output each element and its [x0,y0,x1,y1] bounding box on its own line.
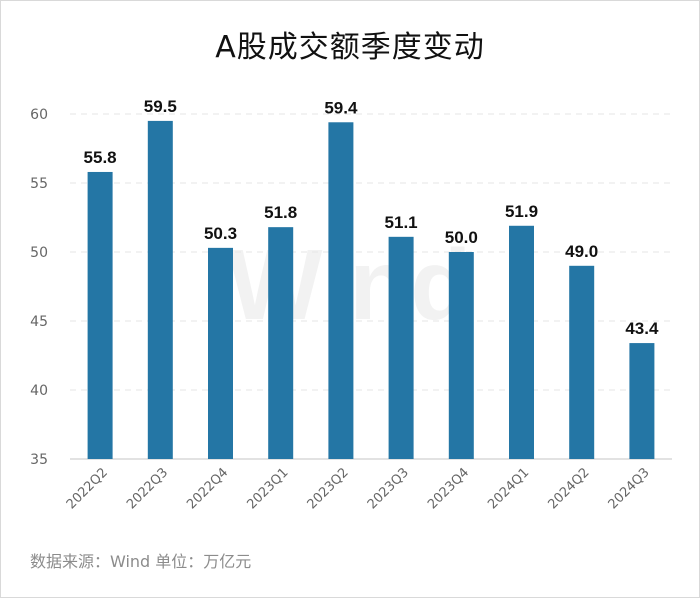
y-axis-ticks: 35 40 45 50 55 60 [30,107,48,468]
data-label-2022Q4: 50.3 [204,224,237,243]
data-label-2022Q3: 59.5 [144,97,177,116]
bar-2022Q3 [147,120,173,460]
x-tick-label: 2023Q2 [305,465,352,512]
data-label-2023Q1: 51.8 [264,203,297,222]
x-tick-label: 2022Q3 [124,465,171,512]
y-tick-label: 35 [30,452,48,468]
data-label-2023Q4: 50.0 [445,228,478,247]
bar-2022Q4 [208,247,233,459]
data-labels: 55.8 59.5 50.3 51.8 59.4 51.1 50.0 51.9 49.0 43.4 [84,97,659,338]
y-tick-label: 50 [30,245,48,261]
y-tick-label: 40 [30,383,48,399]
chart-title: A股成交额季度变动 [215,30,485,65]
x-tick-label: 2024Q1 [485,465,532,512]
x-tick-label: 2024Q3 [606,465,653,512]
y-tick-label: 55 [30,176,48,192]
bar-2023Q2 [328,122,354,459]
source-note: 数据来源：Wind 单位：万亿元 [30,552,252,571]
bar-2023Q3 [388,236,414,459]
data-label-2022Q2: 55.8 [84,148,117,167]
bar-2024Q2 [569,265,595,459]
data-label-2024Q3: 43.4 [625,319,659,338]
x-tick-label: 2022Q2 [64,465,111,512]
x-tick-label: 2023Q3 [365,465,412,512]
data-label-2023Q2: 59.4 [324,98,358,117]
bar-2024Q1 [509,225,534,459]
x-tick-label: 2022Q4 [184,465,231,512]
y-tick-label: 45 [30,314,48,330]
bar-2023Q1 [268,227,294,459]
bars [87,120,655,460]
x-axis-ticks: 2022Q2 2022Q3 2022Q4 2023Q1 2023Q2 2023Q3 2023… [64,465,653,512]
data-label-2024Q1: 51.9 [505,202,538,221]
bar-2024Q3 [629,343,655,459]
x-tick-label: 2024Q2 [545,465,592,512]
bar-2023Q4 [448,252,474,459]
x-tick-label: 2023Q1 [244,465,291,512]
data-label-2023Q3: 51.1 [385,213,418,232]
data-label-2024Q2: 49.0 [565,242,598,261]
y-tick-label: 60 [30,107,48,123]
bar-2022Q2 [87,171,113,459]
x-tick-label: 2023Q4 [425,465,472,512]
